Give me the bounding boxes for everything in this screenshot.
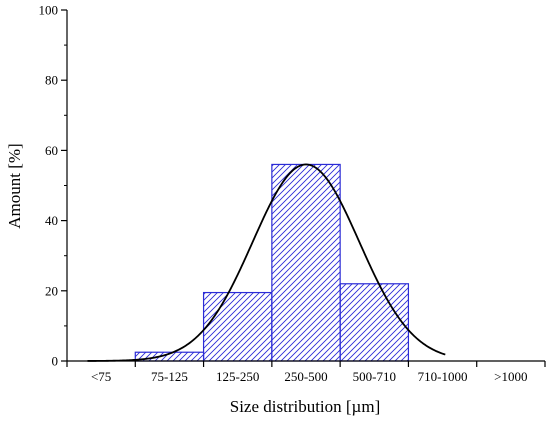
x-tick-label-3: 250-500 — [284, 369, 327, 384]
x-tick-label-5: 710-1000 — [418, 369, 468, 384]
x-tick-label-6: >1000 — [494, 369, 527, 384]
y-tick-label-20: 20 — [45, 283, 58, 298]
x-tick-label-1: 75-125 — [151, 369, 188, 384]
x-ticks: <75 75-125 125-250 250-500 500-710 710-1000 >1… — [66, 361, 546, 384]
y-tick-label-60: 60 — [45, 143, 58, 158]
bar-125-250 — [202, 291, 273, 362]
y-ticks: 0 20 40 60 80 100 — [39, 3, 67, 369]
y-tick-label-40: 40 — [45, 213, 58, 228]
x-axis-title: Size distribution [µm] — [230, 397, 381, 416]
x-tick-label-4: 500-710 — [353, 369, 396, 384]
axes: 0 20 40 60 80 100 <75 75-125 125-250 250-500 500-… — [39, 3, 546, 384]
bar-250-500 — [271, 163, 341, 362]
bars — [134, 163, 410, 362]
y-axis-title: Amount [%] — [5, 143, 24, 228]
x-tick-label-0: <75 — [91, 369, 111, 384]
y-tick-label-0: 0 — [52, 354, 59, 369]
y-tick-label-100: 100 — [39, 3, 59, 18]
x-tick-label-2: 125-250 — [216, 369, 259, 384]
bar-500-710 — [339, 283, 410, 362]
y-tick-label-80: 80 — [45, 73, 58, 88]
fit-curve — [87, 163, 446, 362]
